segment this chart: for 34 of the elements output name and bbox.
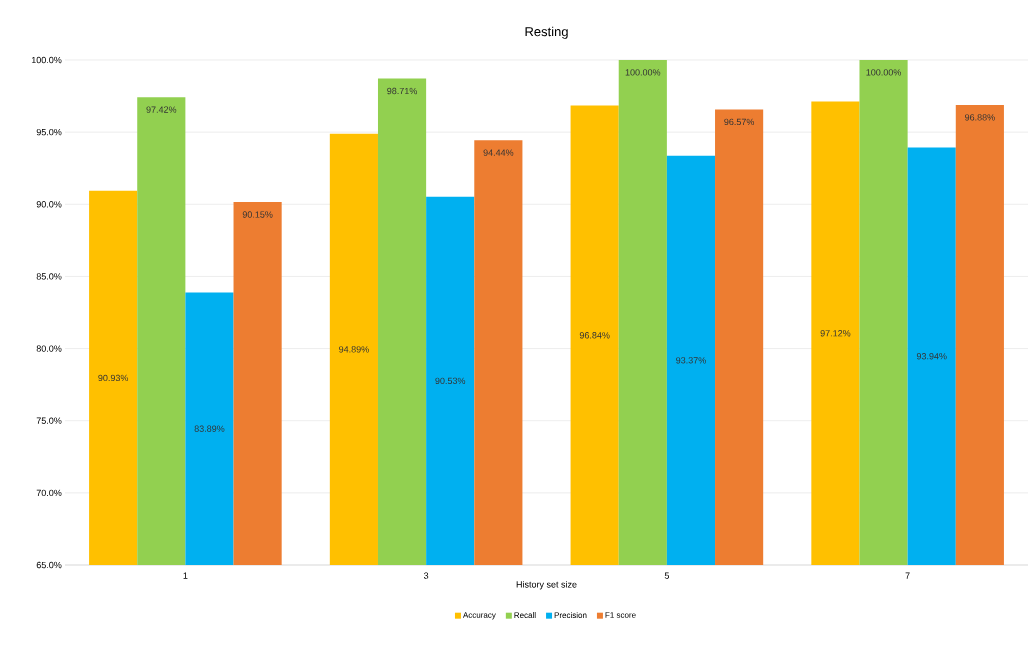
data-label: 94.89%	[339, 346, 369, 353]
y-tick-label: 95.0%	[36, 128, 62, 136]
y-tick-label: 85.0%	[36, 273, 62, 280]
x-tick-label: 5	[664, 572, 669, 579]
y-tick-label: 70.0%	[36, 489, 62, 497]
data-label: 97.42%	[146, 106, 177, 113]
data-label: 90.53%	[435, 377, 466, 385]
legend-label: F1 score	[605, 612, 636, 618]
x-tick-label: 1	[183, 572, 188, 579]
data-label: 90.93%	[98, 374, 129, 382]
x-tick-label: 3	[423, 572, 429, 579]
data-label: 83.89%	[194, 425, 225, 432]
y-tick-label: 100.0%	[31, 56, 62, 64]
legend-label: Accuracy	[462, 612, 496, 620]
y-tick-label: 80.0%	[36, 345, 62, 352]
data-label: 93.37%	[676, 357, 706, 364]
data-label: 96.57%	[724, 118, 755, 126]
y-tick-label: 90.0%	[36, 201, 62, 208]
data-label: 97.12%	[820, 330, 851, 337]
y-tick-label: 65.0%	[36, 561, 62, 569]
chart-title: Resting	[525, 26, 568, 39]
data-label: 100.00%	[866, 69, 901, 76]
legend-label: Precision	[554, 612, 587, 618]
data-label: 94.44%	[483, 149, 514, 156]
x-tick-label: 7	[905, 572, 910, 579]
legend-label: Recall	[514, 612, 536, 618]
y-tick-label: 75.0%	[36, 417, 62, 424]
data-label: 100.00%	[625, 69, 661, 76]
data-label: 96.88%	[965, 114, 995, 121]
data-label: 98.71%	[387, 87, 417, 95]
data-label: 90.15%	[242, 211, 273, 218]
data-label: 96.84%	[579, 332, 610, 339]
data-label: 93.94%	[916, 353, 947, 360]
x-axis-title: History set size	[516, 581, 577, 590]
